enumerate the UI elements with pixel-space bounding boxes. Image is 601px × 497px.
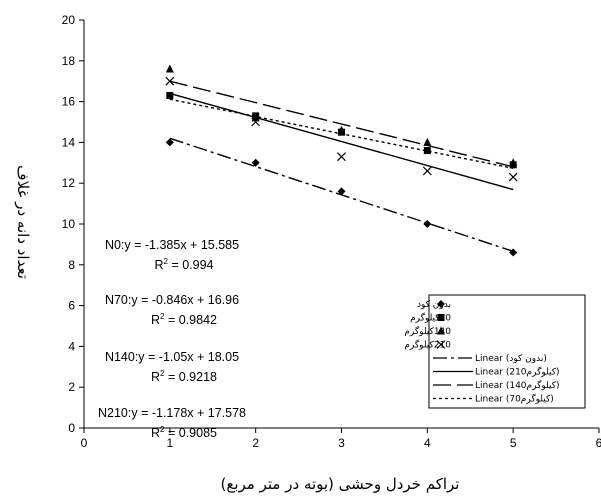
data-point: [165, 76, 175, 86]
legend-label: 70کیلوگرم: [410, 312, 451, 324]
trendline: [169, 92, 514, 191]
equation-annotations: N0:y = -1.385x + 15.585 R2 = 0.994 N70:y =…: [98, 238, 246, 440]
legend-label: Linear (بدون کود): [475, 354, 547, 364]
r-squared-label: R2 = 0.9842: [151, 312, 217, 327]
y-tick-label: 8: [68, 258, 75, 272]
y-tick-label: 18: [62, 54, 76, 68]
legend-marker: [437, 326, 445, 335]
x-axis-title: تراکم خردل وحشی (بوته در متر مربع): [221, 475, 460, 493]
trendline: [169, 80, 514, 168]
y-tick-label: 16: [62, 95, 76, 109]
data-point: [508, 172, 518, 182]
equation-label: N210:y = -1.178x + 17.578: [98, 406, 246, 420]
data-point: [423, 137, 432, 146]
legend-label: 140کیلوگرم: [404, 325, 451, 337]
data-point: [251, 117, 261, 127]
legend-label: Linear (140کیلوگرم): [475, 379, 560, 391]
data-point: [509, 158, 518, 167]
x-tick-label: 0: [81, 436, 88, 450]
x-tick-label: 3: [338, 436, 345, 450]
x-tick-label: 2: [252, 436, 259, 450]
r-squared-label: R2 = 0.994: [154, 257, 213, 272]
y-tick-label: 14: [62, 135, 76, 149]
y-tick-label: 2: [68, 380, 75, 394]
data-point: [423, 220, 432, 228]
legend-marker: [437, 300, 445, 308]
legend-label: بدون کود: [417, 300, 451, 310]
data-point: [337, 152, 346, 162]
legend-label: 210کیلوگرم: [404, 339, 451, 351]
data-point: [165, 64, 174, 73]
x-tick-label: 5: [510, 436, 517, 450]
x-tick-label: 1: [166, 436, 173, 450]
data-point: [251, 158, 260, 167]
x-tick-label: 6: [596, 436, 601, 450]
legend-label: Linear (210کیلوگرم): [475, 366, 560, 378]
y-tick-label: 4: [68, 339, 75, 353]
y-tick-label: 20: [62, 13, 76, 27]
equation-label: N140:y = -1.05x + 18.05: [105, 350, 239, 364]
data-points: [165, 64, 518, 257]
equation-label: N0:y = -1.385x + 15.585: [105, 238, 239, 252]
equation-label: N70:y = -0.846x + 16.96: [105, 293, 239, 307]
data-point: [165, 138, 174, 147]
y-tick-label: 6: [68, 299, 75, 313]
y-tick-label: 10: [62, 217, 76, 231]
trendlines: [169, 80, 514, 253]
r-squared-label: R2 = 0.9085: [151, 425, 217, 440]
r-squared-label: R2 = 0.9218: [151, 369, 217, 384]
data-point: [166, 91, 174, 99]
legend-label: Linear (70کیلوگرم): [475, 393, 554, 405]
data-point: [337, 187, 346, 196]
y-axis-title: تعداد دانه در غلاف: [14, 165, 32, 279]
y-tick-label: 0: [68, 421, 75, 435]
legend-marker: [436, 340, 446, 349]
legend-box: [428, 294, 586, 409]
y-tick-label: 12: [62, 176, 76, 190]
x-tick-label: 4: [424, 436, 431, 450]
data-point: [509, 248, 518, 257]
data-point: [337, 125, 346, 134]
data-point: [423, 147, 431, 155]
data-point: [422, 166, 432, 176]
legend-marker: [437, 314, 445, 321]
